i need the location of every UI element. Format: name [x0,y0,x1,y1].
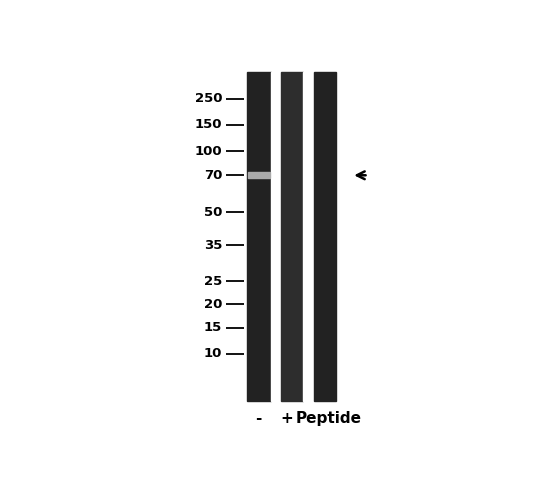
Text: 20: 20 [204,298,222,311]
Text: 15: 15 [204,321,222,334]
Text: 250: 250 [195,92,222,105]
Text: 50: 50 [204,206,222,219]
Bar [248,172,269,178]
Bar [314,72,336,401]
Text: 35: 35 [204,239,222,252]
Text: -: - [256,411,262,426]
Text: 100: 100 [194,145,222,158]
Text: Peptide: Peptide [296,411,362,426]
Text: 150: 150 [195,119,222,131]
Bar [304,72,314,401]
Bar [247,72,271,401]
Text: 70: 70 [204,169,222,182]
Bar [281,72,304,401]
Bar [271,72,281,401]
Text: +: + [281,411,294,426]
Text: 25: 25 [204,275,222,288]
Text: 10: 10 [204,347,222,360]
